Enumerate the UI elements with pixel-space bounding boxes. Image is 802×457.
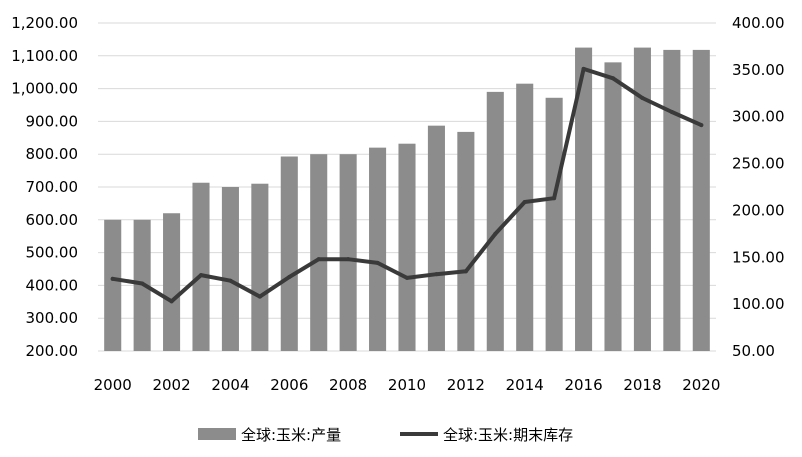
right-axis-tick-label: 200.00 [732,201,785,219]
point-ending-stock-2010 [405,275,409,280]
x-axis-tick-label: 2012 [447,376,485,394]
x-axis-tick-label: 2002 [152,376,190,394]
x-axis-tick-label: 2014 [506,376,544,394]
point-ending-stock-2008 [346,257,351,262]
point-ending-stock-2003 [199,273,203,278]
x-axis: 2000 2002 2004 2006 2008 2010 2012 2014 2016 2018… [94,376,721,394]
point-ending-stock-2019 [669,110,674,115]
bar-production-2007 [310,154,328,351]
bar-production-2000 [104,219,122,351]
point-ending-stock-2011 [434,272,439,277]
right-axis-tick-label: 50.00 [732,342,775,360]
bar-production-2020 [692,49,710,352]
bar-production-2010 [398,143,416,351]
left-axis-tick-label: 800.00 [26,145,79,163]
right-axis-tick-label: 300.00 [732,108,785,126]
legend-label-ending-stock: 全球:玉米:期末库存 [443,426,573,444]
x-axis-tick-label: 2010 [388,376,426,394]
left-y-axis: 200.00 300.00 400.00 500.00 600.00 700.00 800.… [11,14,78,360]
right-axis-tick-label: 350.00 [732,61,785,79]
bar-production-2006 [280,156,298,351]
bar-series-production [104,47,710,352]
bar-production-2011 [427,125,445,351]
bar-production-2009 [369,147,387,351]
left-axis-tick-label: 700.00 [26,178,79,196]
point-ending-stock-2012 [463,269,468,274]
bar-production-2016 [575,47,593,351]
point-ending-stock-2006 [287,274,292,279]
bar-production-2003 [192,182,210,351]
bar-production-2018 [633,47,651,351]
left-axis-tick-label: 400.00 [26,276,79,294]
bar-production-2012 [457,131,475,351]
left-axis-tick-label: 1,200.00 [11,14,78,32]
bar-production-2014 [516,83,534,352]
legend: 全球:玉米:产量 全球:玉米:期末库存 [198,426,573,444]
right-y-axis: 50.00 100.00 150.00 200.00 250.00 300.00 350.0… [732,14,785,360]
point-ending-stock-2007 [316,257,321,262]
point-ending-stock-2001 [140,281,145,286]
left-axis-tick-label: 1,100.00 [11,47,78,65]
x-axis-tick-label: 2000 [94,376,132,394]
bar-production-2004 [221,187,239,351]
right-axis-tick-label: 250.00 [732,155,785,173]
bar-production-2019 [663,49,681,352]
point-ending-stock-2018 [640,95,645,100]
x-axis-tick-label: 2004 [211,376,249,394]
bar-production-2013 [486,91,504,351]
x-axis-tick-label: 2016 [564,376,602,394]
right-axis-tick-label: 150.00 [732,248,785,266]
point-ending-stock-2016 [581,66,586,71]
left-axis-tick-label: 1,000.00 [11,80,78,98]
line-series-ending-stock [110,66,704,304]
point-ending-stock-2017 [611,76,615,81]
x-axis-tick-label: 2020 [682,376,720,394]
left-axis-tick-label: 300.00 [26,309,79,327]
left-axis-tick-label: 600.00 [26,211,79,229]
point-ending-stock-2004 [228,278,233,283]
left-axis-tick-label: 500.00 [26,244,79,262]
point-ending-stock-2005 [257,294,262,299]
legend-bar-swatch [198,428,236,440]
x-axis-tick-label: 2018 [623,376,661,394]
bar-production-2005 [251,183,269,351]
right-axis-tick-label: 100.00 [732,295,785,313]
x-axis-tick-label: 2008 [329,376,367,394]
left-axis-tick-label: 200.00 [26,342,79,360]
legend-label-production: 全球:玉米:产量 [241,426,341,444]
bar-production-2015 [545,97,563,351]
bar-production-2002 [163,213,181,351]
point-ending-stock-2015 [552,196,557,201]
point-ending-stock-2000 [110,276,115,281]
right-axis-tick-label: 400.00 [732,14,785,32]
x-axis-tick-label: 2006 [270,376,308,394]
point-ending-stock-2014 [522,199,527,204]
left-axis-tick-label: 900.00 [26,112,79,130]
point-ending-stock-2009 [375,260,380,265]
point-ending-stock-2002 [169,299,174,304]
point-ending-stock-2013 [493,231,498,236]
bar-production-2017 [604,62,622,352]
point-ending-stock-2020 [699,123,704,128]
bar-production-2008 [339,154,357,351]
